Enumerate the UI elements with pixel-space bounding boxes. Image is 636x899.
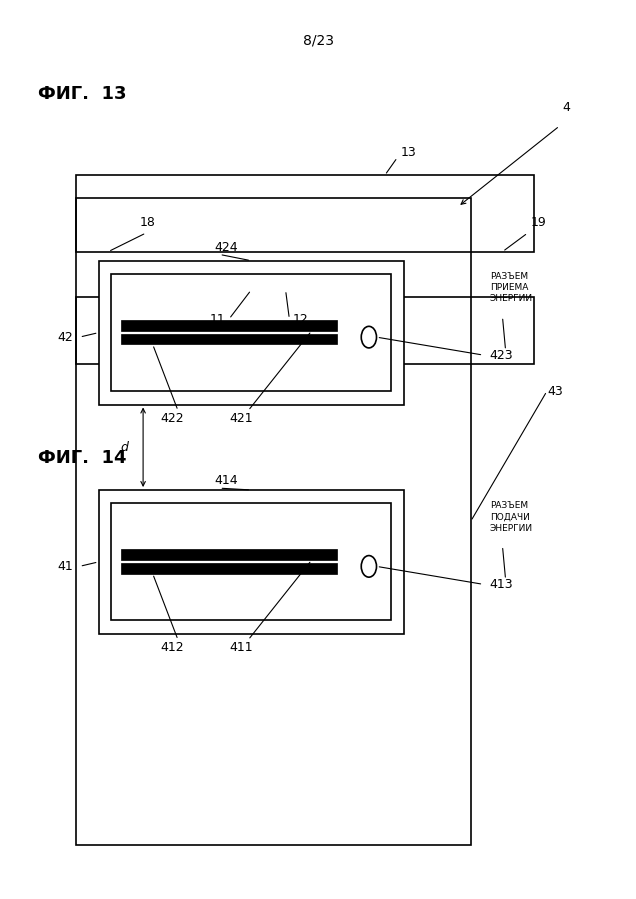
Text: 43: 43 — [547, 385, 563, 397]
Text: 424: 424 — [214, 241, 238, 254]
Text: 12: 12 — [293, 313, 308, 325]
Bar — [121, 334, 337, 344]
Text: 414: 414 — [214, 475, 238, 487]
Text: 11: 11 — [210, 313, 226, 325]
Text: 422: 422 — [160, 412, 184, 424]
Text: 41: 41 — [57, 560, 73, 573]
Bar — [121, 320, 337, 331]
Bar — [76, 198, 471, 845]
Bar — [121, 563, 337, 574]
Bar — [111, 274, 391, 391]
Bar — [99, 490, 404, 634]
Text: 18: 18 — [140, 216, 156, 228]
Text: 19: 19 — [531, 216, 547, 228]
Bar — [99, 261, 404, 405]
Bar — [121, 549, 337, 560]
Text: d: d — [120, 441, 128, 454]
Text: 421: 421 — [230, 412, 254, 424]
Text: 411: 411 — [230, 641, 254, 654]
Text: 423: 423 — [490, 349, 513, 361]
Text: 42: 42 — [57, 331, 73, 343]
Text: ФИГ.  14: ФИГ. 14 — [38, 450, 127, 467]
Bar — [111, 503, 391, 620]
Bar — [76, 297, 534, 364]
Bar — [270, 270, 286, 310]
Text: 412: 412 — [160, 641, 184, 654]
Bar — [76, 175, 534, 252]
Bar — [251, 270, 267, 310]
Text: РАЗЪЕМ
ПРИЕМА
ЭНЕРГИИ: РАЗЪЕМ ПРИЕМА ЭНЕРГИИ — [490, 272, 533, 303]
Text: РАЗЪЕМ
ПОДАЧИ
ЭНЕРГИИ: РАЗЪЕМ ПОДАЧИ ЭНЕРГИИ — [490, 502, 533, 532]
Text: ФИГ.  13: ФИГ. 13 — [38, 85, 127, 103]
Text: 8/23: 8/23 — [303, 33, 333, 48]
Text: 13: 13 — [401, 147, 417, 159]
Text: 4: 4 — [562, 102, 570, 114]
Text: 413: 413 — [490, 578, 513, 591]
